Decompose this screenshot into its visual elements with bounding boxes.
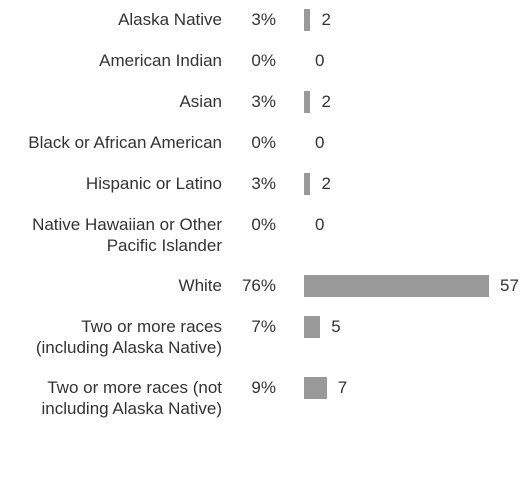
bar [304, 91, 311, 113]
row: Two or more races (not including Alaska … [0, 377, 525, 419]
category-label: Alaska Native [118, 10, 222, 29]
value-label: 57 [500, 276, 519, 295]
row: Asian 3% 2 [0, 91, 525, 113]
category-label: Black or African American [28, 133, 222, 152]
row: Hispanic or Latino 3% 2 [0, 173, 525, 195]
category-label: Two or more races (including Alaska Nati… [35, 317, 222, 357]
percent-label: 0% [251, 51, 276, 70]
row: American Indian 0% 0 [0, 50, 525, 72]
percent-label: 0% [251, 133, 276, 152]
bar [304, 275, 489, 297]
value-label: 2 [321, 92, 331, 111]
row: Native Hawaiian or Other Pacific Islande… [0, 214, 525, 256]
category-label: Two or more races (not including Alaska … [41, 378, 222, 418]
value-label: 2 [321, 10, 331, 29]
percent-label: 9% [251, 378, 276, 397]
row: Two or more races (including Alaska Nati… [0, 316, 525, 358]
value-label: 0 [315, 133, 325, 152]
row: Black or African American 0% 0 [0, 132, 525, 154]
bar [304, 9, 311, 31]
bar [304, 377, 327, 399]
percent-label: 7% [251, 317, 276, 336]
percent-label: 3% [251, 10, 276, 29]
bar [304, 173, 311, 195]
value-label: 0 [315, 215, 325, 234]
value-label: 7 [337, 378, 348, 397]
percent-label: 3% [251, 174, 276, 193]
category-label: Hispanic or Latino [85, 174, 222, 193]
category-label: American Indian [99, 51, 222, 70]
value-label: 0 [315, 51, 325, 70]
percent-label: 0% [251, 215, 276, 234]
percent-label: 76% [241, 276, 276, 295]
category-label: Native Hawaiian or Other Pacific Islande… [32, 215, 222, 255]
bar [304, 316, 321, 338]
row: White 76% 57 [0, 275, 525, 297]
percent-label: 3% [251, 92, 276, 111]
value-label: 2 [321, 174, 331, 193]
category-label: White [178, 276, 222, 295]
value-label: 5 [331, 317, 341, 336]
row: Alaska Native 3% 2 [0, 9, 525, 31]
category-label: Asian [179, 92, 222, 111]
